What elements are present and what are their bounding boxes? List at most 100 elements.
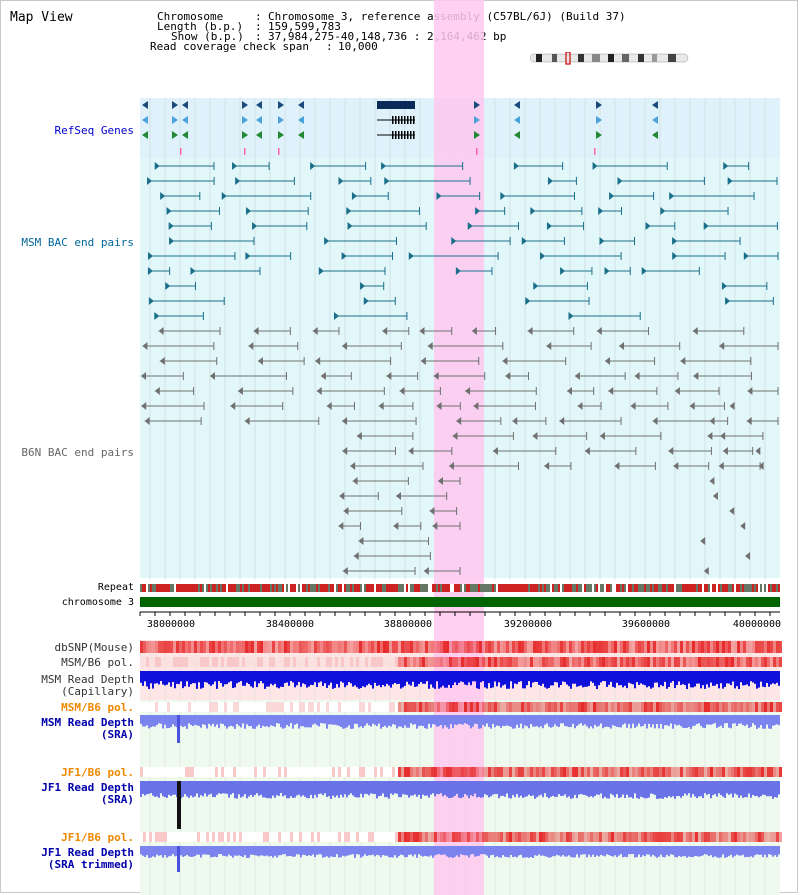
msm-b6-pol-2-heat (323, 702, 326, 712)
jf1-b6-pol-2-heat (563, 832, 566, 842)
msm-b6-pol-2-heat (632, 702, 635, 712)
jf1-b6-pol-2-heat (743, 832, 746, 842)
repeat-segment (612, 584, 614, 592)
jf1-b6-pol-2-heat (755, 832, 758, 842)
jf1-depth-trim-bar (776, 846, 778, 857)
repeat-segment (548, 584, 550, 592)
jf1-depth-sra-bar (184, 781, 186, 795)
track-label-b6n-bac: B6N BAC end pairs (21, 446, 134, 459)
chromosome-ideogram[interactable] (530, 52, 690, 66)
jf1-depth-sra-bar (358, 781, 360, 798)
msm-depth-cap-bar (190, 671, 192, 685)
jf1-b6-pol-heat (488, 767, 491, 777)
msm-b6-pol-heat (557, 657, 560, 667)
msm-depth-sra-bar (172, 715, 174, 725)
repeat-segment (522, 584, 524, 592)
b6n-bac-end (674, 387, 680, 395)
msm-depth-cap-bar (666, 671, 668, 689)
jf1-depth-trim-bar (574, 846, 576, 858)
msm-depth-cap-bar (242, 671, 244, 686)
repeat-segment (756, 584, 758, 592)
jf1-depth-trim-bar (440, 846, 442, 855)
jf1-depth-sra-bar (456, 781, 458, 794)
msm-b6-pol-2-heat (392, 702, 395, 712)
b6n-bac-end (338, 522, 344, 530)
jf1-b6-pol-2-heat (188, 832, 191, 842)
dbsnp-heat (251, 641, 254, 653)
jf1-depth-sra-bar (490, 781, 492, 797)
msm-depth-sra-bar (496, 715, 498, 726)
msm-bac-end (641, 267, 647, 275)
repeat-segment (218, 584, 220, 592)
msm-depth-sra-bar (462, 715, 464, 725)
jf1-depth-sra-bar (158, 781, 160, 798)
msm-depth-cap-bar (524, 671, 526, 689)
jf1-depth-sra-bar (338, 781, 340, 798)
msm-b6-pol-2-heat (380, 702, 383, 712)
jf1-depth-sra-bar (530, 781, 532, 797)
msm-b6-pol-heat (536, 657, 539, 667)
jf1-depth-trim-bar (306, 846, 308, 857)
jf1-depth-trim-bar (622, 846, 624, 858)
jf1-b6-pol-2-heat (422, 832, 425, 842)
chromosome-label: Chromosome (157, 10, 224, 23)
msm-b6-pol-heat (392, 657, 395, 667)
jf1-b6-pol-2-heat (560, 832, 563, 842)
dbsnp-heat (464, 641, 467, 653)
msm-depth-sra-bar (516, 715, 518, 725)
msm-b6-pol-2-heat (602, 702, 605, 712)
msm-b6-pol-heat (218, 657, 221, 667)
msm-b6-pol-heat (593, 657, 596, 667)
repeat-segment (432, 584, 434, 592)
jf1-depth-sra-bar (318, 781, 320, 794)
jf1-depth-trim-bar (222, 846, 224, 856)
repeat-segment (156, 584, 158, 592)
jf1-depth-trim-bar (420, 846, 422, 856)
msm-b6-pol-2-heat (185, 702, 188, 712)
jf1-b6-pol-2-heat (224, 832, 227, 842)
repeat-segment (676, 584, 678, 592)
msm-b6-pol-heat (368, 657, 371, 667)
repeat-segment (662, 584, 664, 592)
msm-depth-sra-bar (758, 715, 760, 728)
msm-b6-pol-heat (746, 657, 749, 667)
jf1-b6-pol-2-heat (347, 832, 350, 842)
b6n-bac-end (427, 342, 433, 350)
repeat-segment (586, 584, 588, 592)
msm-b6-pol-heat (230, 657, 233, 667)
msm-b6-pol-2-heat (191, 702, 194, 712)
jf1-b6-pol-2-heat (452, 832, 455, 842)
jf1-depth-sra-bar (616, 781, 618, 795)
msm-b6-pol-2-heat (488, 702, 491, 712)
msm-b6-pol-heat (554, 657, 557, 667)
msm-b6-pol-2-heat (173, 702, 176, 712)
jf1-b6-pol-heat (725, 767, 728, 777)
msm-b6-pol-heat (698, 657, 701, 667)
msm-depth-cap-bar (546, 671, 548, 689)
jf1-depth-trim-bar (524, 846, 526, 858)
jf1-depth-sra-bar (488, 781, 490, 798)
msm-depth-sra-bar (276, 715, 278, 724)
jf1-depth-sra-bar (166, 781, 168, 798)
msm-depth-sra-bar (584, 715, 586, 725)
msm-depth-cap-bar (672, 671, 674, 682)
b6n-bac-end (720, 432, 726, 440)
msm-depth-sra-bar (162, 715, 164, 729)
msm-b6-pol-2-heat (734, 702, 737, 712)
jf1-b6-pol-2-heat (185, 832, 188, 842)
msm-b6-pol-heat (470, 657, 473, 667)
jf1-depth-sra-bar (734, 781, 736, 794)
jf1-b6-pol-heat (146, 767, 149, 777)
msm-b6-pol-2-heat (356, 702, 359, 712)
jf1-depth-trim-bar (234, 846, 236, 856)
dbsnp-heat (623, 641, 626, 653)
msm-depth-sra-bar (650, 715, 652, 728)
jf1-depth-trim-bar (438, 846, 440, 855)
jf1-b6-pol-2-heat (392, 832, 395, 842)
b6n-bac-end (237, 387, 243, 395)
msm-depth-sra-bar (734, 715, 736, 724)
msm-depth-cap-bar (366, 671, 368, 686)
repeat-segment (550, 584, 552, 592)
msm-b6-pol-2-heat (536, 702, 539, 712)
